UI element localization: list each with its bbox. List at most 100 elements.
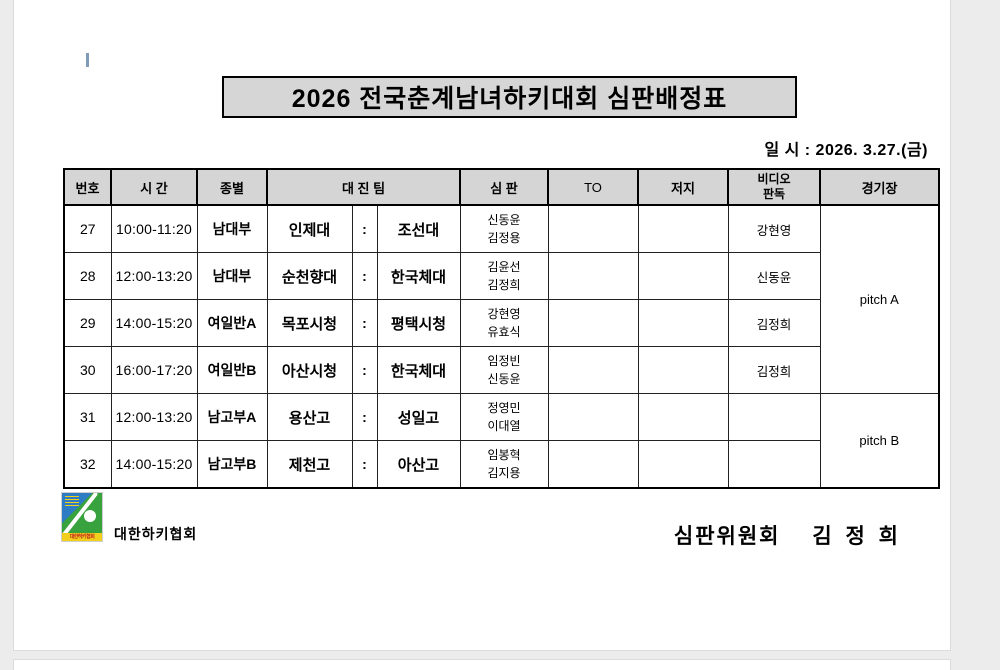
cell-to bbox=[547, 204, 639, 253]
page-title: 2026 전국춘계남녀하키대회 심판배정표 bbox=[291, 85, 728, 113]
referee-1: 신동윤 bbox=[487, 213, 521, 227]
cell-video: 김정희 bbox=[727, 346, 821, 394]
cell-team2: 성일고 bbox=[376, 393, 461, 441]
hockey-ball-icon bbox=[84, 510, 96, 522]
cell-referees: 정영민 이대열 bbox=[459, 393, 549, 441]
col-header-matchup: 대 진 팀 bbox=[265, 168, 462, 206]
table-row: 28 12:00-13:20 남대부 순천향대 : 한국체대 김윤선 김정희 신… bbox=[63, 252, 939, 300]
cell-judge bbox=[637, 440, 729, 489]
cell-referees: 임봉혁 김지용 bbox=[459, 440, 549, 489]
association-name: 대한하키협회 bbox=[114, 526, 198, 542]
cell-vs: : bbox=[351, 252, 378, 300]
referee-1: 임정빈 bbox=[487, 354, 521, 368]
cell-to bbox=[547, 299, 639, 347]
col-header-no: 번호 bbox=[63, 168, 112, 206]
col-header-venue: 경기장 bbox=[819, 168, 941, 206]
cell-no: 28 bbox=[63, 252, 112, 300]
cell-category: 남고부A bbox=[196, 393, 268, 441]
referee-1: 정영민 bbox=[487, 401, 521, 415]
referee-2: 김정용 bbox=[487, 231, 521, 245]
cell-video: 김정희 bbox=[727, 299, 821, 347]
cell-venue-pitch-a: pitch A bbox=[819, 204, 940, 394]
signature-name: 김 정 희 bbox=[812, 525, 902, 548]
cell-category: 남대부 bbox=[196, 204, 268, 253]
logo-emblem-text-lines bbox=[65, 496, 79, 506]
referee-1: 임봉혁 bbox=[487, 448, 521, 462]
cell-referees: 강현영 유효식 bbox=[459, 299, 549, 347]
col-header-to: TO bbox=[547, 168, 640, 206]
cell-video bbox=[727, 393, 821, 441]
referee-2: 이대열 bbox=[487, 419, 521, 433]
col-header-time: 시 간 bbox=[110, 168, 198, 206]
document-title-box: 2026 전국춘계남녀하키대회 심판배정표 bbox=[222, 76, 797, 118]
cell-referees: 김윤선 김정희 bbox=[459, 252, 549, 300]
signature-committee: 심판위원회 bbox=[673, 525, 781, 548]
cell-time: 12:00-13:20 bbox=[110, 252, 198, 300]
signature-line: 심판위원회 김 정 희 bbox=[674, 520, 902, 550]
cell-vs: : bbox=[351, 299, 378, 347]
cell-team2: 조선대 bbox=[376, 204, 461, 253]
referee-2: 신동윤 bbox=[487, 372, 521, 386]
logo-band-text: 대한하키협회 bbox=[62, 533, 102, 541]
referee-2: 유효식 bbox=[487, 325, 521, 339]
cell-team2: 평택시청 bbox=[376, 299, 461, 347]
cell-team1: 인제대 bbox=[266, 204, 353, 253]
cell-judge bbox=[637, 204, 729, 253]
cell-category: 남고부B bbox=[196, 440, 268, 489]
cell-vs: : bbox=[351, 204, 378, 253]
cell-no: 30 bbox=[63, 346, 112, 394]
cell-judge bbox=[637, 393, 729, 441]
cell-judge bbox=[637, 299, 729, 347]
cell-to bbox=[547, 393, 639, 441]
cell-team2: 아산고 bbox=[376, 440, 461, 489]
cell-venue-pitch-b: pitch B bbox=[819, 393, 940, 489]
cell-category: 여일반B bbox=[196, 346, 268, 394]
cell-referees: 임정빈 신동윤 bbox=[459, 346, 549, 394]
cell-no: 29 bbox=[63, 299, 112, 347]
table-row: 29 14:00-15:20 여일반A 목포시청 : 평택시청 강현영 유효식 … bbox=[63, 299, 939, 347]
cell-team1: 순천향대 bbox=[266, 252, 353, 300]
referee-2: 김지용 bbox=[487, 466, 521, 480]
cell-no: 31 bbox=[63, 393, 112, 441]
cell-team2: 한국체대 bbox=[376, 346, 461, 394]
cell-no: 27 bbox=[63, 204, 112, 253]
next-document-page[interactable] bbox=[14, 660, 950, 670]
col-header-judge: 저지 bbox=[637, 168, 730, 206]
cell-to bbox=[547, 252, 639, 300]
cell-vs: : bbox=[351, 346, 378, 394]
cell-team1: 목포시청 bbox=[266, 299, 353, 347]
col-header-referee: 심 판 bbox=[459, 168, 550, 206]
cell-judge bbox=[637, 252, 729, 300]
cell-category: 여일반A bbox=[196, 299, 268, 347]
col-header-video: 비디오 판독 bbox=[727, 168, 822, 206]
cell-time: 14:00-15:20 bbox=[110, 299, 198, 347]
cell-judge bbox=[637, 346, 729, 394]
cell-video bbox=[727, 440, 821, 489]
cell-team1: 용산고 bbox=[266, 393, 353, 441]
hockey-association-logo-icon: 대한하키협회 bbox=[62, 493, 102, 541]
cell-time: 14:00-15:20 bbox=[110, 440, 198, 489]
cell-video: 강현영 bbox=[727, 204, 821, 253]
referee-1: 김윤선 bbox=[487, 260, 521, 274]
referee-assignment-table: 번호 시 간 종별 대 진 팀 심 판 TO 저지 비디오 판독 경기장 27 bbox=[63, 168, 941, 489]
text-cursor bbox=[86, 53, 89, 67]
video-header-line2: 판독 bbox=[762, 187, 786, 201]
referee-1: 강현영 bbox=[487, 307, 521, 321]
cell-no: 32 bbox=[63, 440, 112, 489]
referee-2: 김정희 bbox=[487, 278, 521, 292]
document-page[interactable]: 2026 전국춘계남녀하키대회 심판배정표 일 시 : 2026. 3.27.(… bbox=[14, 0, 950, 650]
cell-team1: 아산시청 bbox=[266, 346, 353, 394]
table-row: 30 16:00-17:20 여일반B 아산시청 : 한국체대 임정빈 신동윤 … bbox=[63, 346, 939, 394]
table-row: 27 10:00-11:20 남대부 인제대 : 조선대 신동윤 김정용 강현영… bbox=[63, 204, 940, 394]
event-date: 일 시 : 2026. 3.27.(금) bbox=[764, 142, 928, 159]
col-header-category: 종별 bbox=[196, 168, 268, 206]
cell-team1: 제천고 bbox=[266, 440, 353, 489]
table-row: 31 12:00-13:20 남고부A 용산고 : 성일고 정영민 이대열 pi… bbox=[63, 393, 940, 489]
cell-team2: 한국체대 bbox=[376, 252, 461, 300]
table-header-row: 번호 시 간 종별 대 진 팀 심 판 TO 저지 비디오 판독 경기장 bbox=[63, 168, 941, 206]
cell-vs: : bbox=[351, 393, 378, 441]
cell-time: 12:00-13:20 bbox=[110, 393, 198, 441]
logo-emblem bbox=[62, 493, 102, 533]
cell-referees: 신동윤 김정용 bbox=[459, 204, 549, 253]
